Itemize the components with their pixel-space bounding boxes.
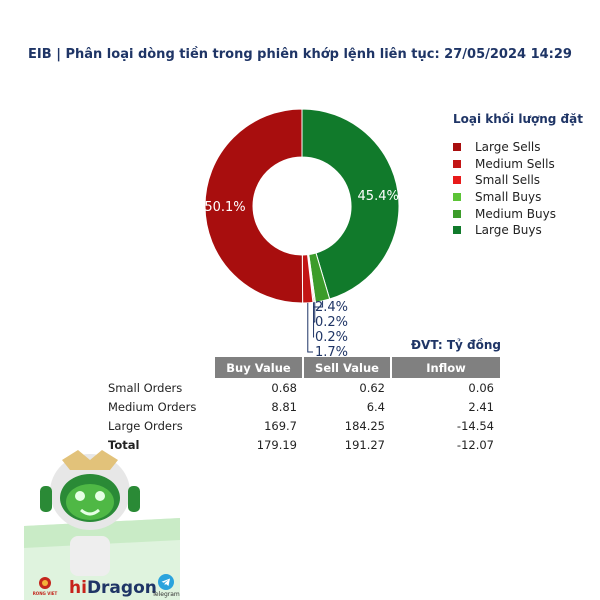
legend-swatch — [453, 209, 461, 218]
sell-value-cell: 6.4 — [366, 399, 385, 414]
slice-data-label: 0.2% — [315, 330, 348, 345]
table-row: Medium Orders 8.81 6.4 2.41 — [103, 397, 500, 416]
table-row: Large Orders 169.7 184.25 -14.54 — [103, 416, 500, 435]
rongviet-icon — [39, 577, 51, 589]
legend-item[interactable]: Small Buys — [453, 189, 556, 206]
legend-label: Small Sells — [475, 173, 541, 188]
slice-data-label: 1.7% — [315, 345, 348, 360]
sell-value-cell: 0.62 — [359, 380, 385, 395]
legend-label: Small Buys — [475, 190, 542, 205]
table-row-total: Total 179.19 191.27 -12.07 — [103, 435, 500, 454]
table-corner — [103, 357, 214, 378]
sell-value-cell: 184.25 — [344, 418, 385, 433]
money-flow-table: Buy Value Sell Value Inflow Small Orders… — [103, 357, 500, 454]
slice-data-label: 50.1% — [204, 200, 245, 215]
legend-item[interactable]: Medium Buys — [453, 205, 556, 222]
slice-data-label: 45.4% — [358, 189, 399, 204]
legend-label: Medium Buys — [475, 206, 556, 221]
row-label: Large Orders — [108, 418, 183, 433]
hidragon-wordmark: hiDragon — [69, 578, 157, 598]
buy-value-cell: 8.81 — [271, 399, 297, 414]
row-label: Total — [108, 437, 140, 452]
legend-swatch — [453, 143, 461, 152]
leader-line — [313, 300, 324, 308]
leader-line — [313, 302, 315, 338]
inflow-cell: -14.54 — [456, 418, 494, 433]
header-inflow: Inflow — [390, 357, 500, 378]
inflow-cell: 2.41 — [468, 399, 494, 414]
row-label: Medium Orders — [108, 399, 197, 414]
buy-value-cell: 169.7 — [264, 418, 297, 433]
legend-swatch — [453, 193, 461, 202]
telegram-icon — [158, 574, 174, 590]
rongviet-logo: RONG VIET — [28, 576, 62, 596]
telegram-label: Telegram — [152, 591, 180, 598]
donut-slice-large-sells[interactable] — [204, 108, 304, 304]
unit-label: ĐVT: Tỷ đồng — [411, 338, 501, 352]
legend-item[interactable]: Small Sells — [453, 172, 556, 189]
row-label: Small Orders — [108, 380, 183, 395]
rongviet-label: RONG VIET — [32, 591, 58, 596]
legend-swatch — [453, 159, 461, 168]
chart-title: EIB | Phân loại dòng tiền trong phiên kh… — [28, 47, 572, 62]
donut-slice-large-buys[interactable] — [301, 108, 400, 300]
inflow-cell: 0.06 — [468, 380, 494, 395]
legend-title: Loại khối lượng đặt — [453, 112, 583, 126]
legend-label: Medium Sells — [475, 156, 555, 171]
inflow-cell: -12.07 — [456, 437, 494, 452]
legend-item[interactable]: Large Buys — [453, 222, 556, 239]
sell-value-cell: 191.27 — [344, 437, 385, 452]
buy-value-cell: 0.68 — [271, 380, 297, 395]
header-buy-value: Buy Value — [213, 357, 303, 378]
brand-part-2: Dragon — [86, 578, 157, 598]
table-row: Small Orders 0.68 0.62 0.06 — [103, 378, 500, 397]
brand-part-1: hi — [69, 578, 87, 598]
legend-label: Large Sells — [475, 140, 541, 155]
legend-swatch — [453, 226, 461, 235]
legend-label: Large Buys — [475, 223, 542, 238]
slice-data-label: 2.4% — [315, 300, 348, 315]
buy-value-cell: 179.19 — [256, 437, 297, 452]
legend-item[interactable]: Large Sells — [453, 139, 556, 156]
header-sell-value: Sell Value — [302, 357, 391, 378]
leader-line — [307, 302, 313, 353]
slice-data-label: 0.2% — [315, 315, 348, 330]
hidragon-mascot-logo — [24, 450, 180, 600]
legend: Large Sells Medium Sells Small Sells Small … — [453, 139, 556, 239]
legend-item[interactable]: Medium Sells — [453, 156, 556, 173]
legend-swatch — [453, 176, 461, 185]
